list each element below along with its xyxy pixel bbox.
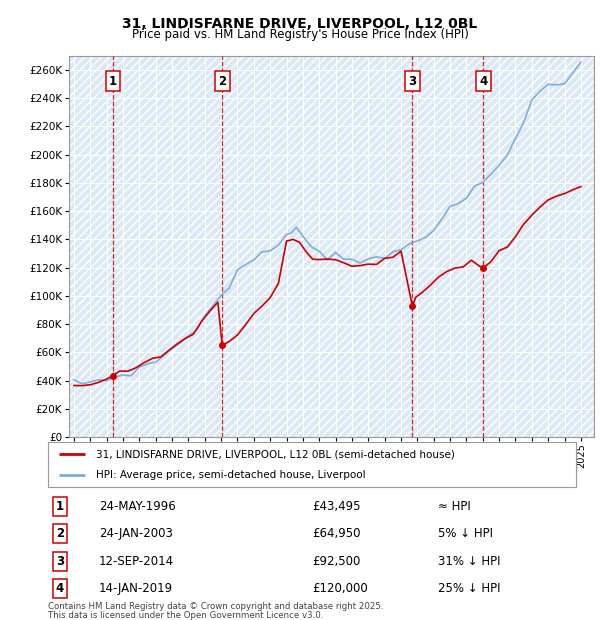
Text: 1: 1 [109, 75, 117, 87]
Text: 25% ↓ HPI: 25% ↓ HPI [438, 582, 500, 595]
Text: 4: 4 [479, 75, 488, 87]
Text: 2: 2 [218, 75, 226, 87]
Text: £92,500: £92,500 [312, 555, 361, 567]
Text: £64,950: £64,950 [312, 528, 361, 540]
Text: This data is licensed under the Open Government Licence v3.0.: This data is licensed under the Open Gov… [48, 611, 323, 619]
Text: 31, LINDISFARNE DRIVE, LIVERPOOL, L12 0BL: 31, LINDISFARNE DRIVE, LIVERPOOL, L12 0B… [122, 17, 478, 30]
Text: Contains HM Land Registry data © Crown copyright and database right 2025.: Contains HM Land Registry data © Crown c… [48, 602, 383, 611]
Text: 14-JAN-2019: 14-JAN-2019 [99, 582, 173, 595]
Text: HPI: Average price, semi-detached house, Liverpool: HPI: Average price, semi-detached house,… [95, 469, 365, 480]
Text: 5% ↓ HPI: 5% ↓ HPI [438, 528, 493, 540]
Text: Price paid vs. HM Land Registry's House Price Index (HPI): Price paid vs. HM Land Registry's House … [131, 28, 469, 40]
Text: 24-JAN-2003: 24-JAN-2003 [99, 528, 173, 540]
Text: 1: 1 [56, 500, 64, 513]
Text: 4: 4 [56, 582, 64, 595]
Text: 3: 3 [56, 555, 64, 567]
Text: 31, LINDISFARNE DRIVE, LIVERPOOL, L12 0BL (semi-detached house): 31, LINDISFARNE DRIVE, LIVERPOOL, L12 0B… [95, 449, 454, 459]
Text: 12-SEP-2014: 12-SEP-2014 [99, 555, 174, 567]
Text: £43,495: £43,495 [312, 500, 361, 513]
Text: 31% ↓ HPI: 31% ↓ HPI [438, 555, 500, 567]
Text: 3: 3 [409, 75, 416, 87]
Text: 24-MAY-1996: 24-MAY-1996 [99, 500, 176, 513]
Text: ≈ HPI: ≈ HPI [438, 500, 471, 513]
Text: £120,000: £120,000 [312, 582, 368, 595]
FancyBboxPatch shape [48, 442, 576, 487]
Text: 2: 2 [56, 528, 64, 540]
